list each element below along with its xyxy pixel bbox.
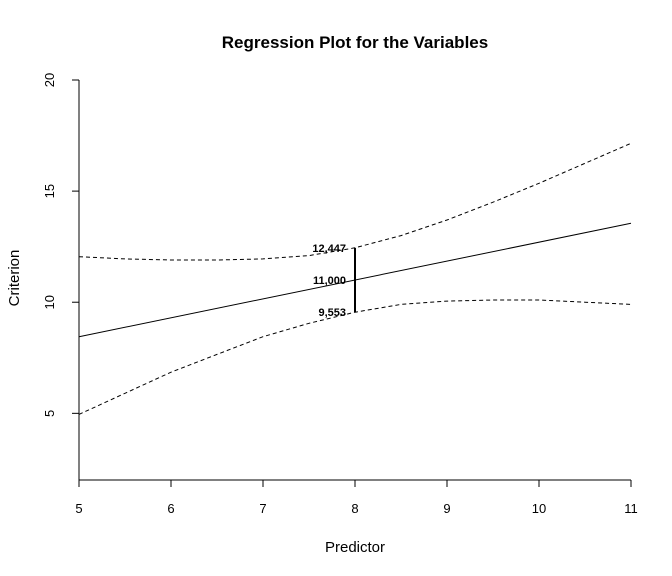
x-tick-label-8: 8 [351,501,358,516]
series-lower-band [78,299,632,415]
y-axis-label: Criterion [6,250,23,307]
interval-upper-label: 12,447 [312,243,346,255]
x-tick-label-7: 7 [259,501,266,516]
chart-title: Regression Plot for the Variables [222,33,488,52]
y-tick-label-10: 10 [42,295,57,309]
interval-fit-label: 11,000 [313,275,346,287]
x-tick-label-6: 6 [167,501,174,516]
x-tick-label-5: 5 [75,501,82,516]
y-tick-label-5: 5 [42,410,57,417]
y-tick-label-20: 20 [42,73,57,87]
interval-lower-label: 9,553 [318,307,346,319]
y-axis-ticks: 5 10 15 20 [42,73,79,417]
y-tick-label-15: 15 [42,184,57,198]
x-axis-label: Predictor [325,539,385,556]
series-upper-band [78,142,632,261]
x-tick-label-10: 10 [532,501,546,516]
x-axis-ticks: 5 6 7 8 9 10 11 [75,480,638,516]
x-tick-label-11: 11 [624,501,638,516]
x-tick-label-9: 9 [443,501,450,516]
